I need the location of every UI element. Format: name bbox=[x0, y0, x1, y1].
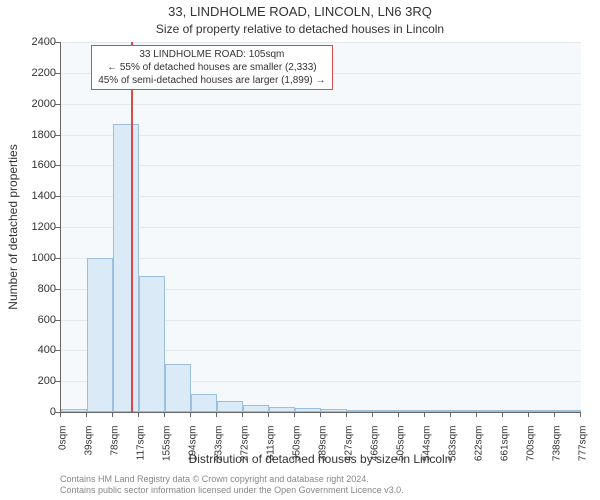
chart-subtitle: Size of property relative to detached ho… bbox=[0, 22, 600, 36]
grid-line bbox=[61, 42, 581, 43]
x-tick-label: 583sqm bbox=[448, 426, 459, 476]
y-tick-label: 2000 bbox=[8, 98, 56, 110]
histogram-bar bbox=[295, 408, 320, 412]
footer-attribution: Contains HM Land Registry data © Crown c… bbox=[60, 474, 580, 496]
x-tick-mark bbox=[502, 412, 503, 417]
x-axis-label: Distribution of detached houses by size … bbox=[60, 452, 580, 466]
y-tick-label: 1200 bbox=[8, 221, 56, 233]
footer-line-1: Contains HM Land Registry data © Crown c… bbox=[60, 474, 580, 485]
histogram-bar bbox=[165, 364, 190, 412]
x-tick-mark bbox=[320, 412, 321, 417]
grid-line bbox=[61, 196, 581, 197]
footer-line-2: Contains public sector information licen… bbox=[60, 485, 580, 496]
annotation-box: 33 LINDHOLME ROAD: 105sqm ← 55% of detac… bbox=[91, 45, 332, 90]
x-tick-label: 389sqm bbox=[318, 426, 329, 476]
y-tick-label: 600 bbox=[8, 314, 56, 326]
y-tick-label: 0 bbox=[8, 406, 56, 418]
x-tick-mark bbox=[86, 412, 87, 417]
x-tick-label: 39sqm bbox=[84, 426, 95, 476]
y-tick-label: 1000 bbox=[8, 252, 56, 264]
x-tick-mark bbox=[138, 412, 139, 417]
histogram-bar bbox=[321, 409, 346, 412]
x-tick-label: 311sqm bbox=[266, 426, 277, 476]
annotation-line-2: ← 55% of detached houses are smaller (2,… bbox=[98, 61, 325, 74]
grid-line bbox=[61, 165, 581, 166]
grid-line bbox=[61, 258, 581, 259]
x-tick-label: 661sqm bbox=[500, 426, 511, 476]
x-tick-mark bbox=[476, 412, 477, 417]
histogram-bar bbox=[191, 394, 216, 413]
x-tick-label: 505sqm bbox=[396, 426, 407, 476]
x-tick-label: 0sqm bbox=[58, 426, 69, 476]
chart-container: 33, LINDHOLME ROAD, LINCOLN, LN6 3RQ Siz… bbox=[0, 0, 600, 500]
histogram-bar bbox=[269, 407, 294, 412]
x-tick-label: 350sqm bbox=[292, 426, 303, 476]
histogram-bar bbox=[113, 124, 138, 412]
histogram-bar bbox=[243, 405, 268, 412]
histogram-bar bbox=[139, 276, 164, 412]
x-tick-mark bbox=[424, 412, 425, 417]
grid-line bbox=[61, 104, 581, 105]
y-tick-label: 1800 bbox=[8, 129, 56, 141]
chart-title: 33, LINDHOLME ROAD, LINCOLN, LN6 3RQ bbox=[0, 4, 600, 19]
x-tick-mark bbox=[190, 412, 191, 417]
annotation-line-3: 45% of semi-detached houses are larger (… bbox=[98, 74, 325, 87]
y-tick-label: 800 bbox=[8, 283, 56, 295]
x-tick-mark bbox=[346, 412, 347, 417]
histogram-bar bbox=[555, 410, 580, 412]
histogram-bar bbox=[87, 258, 112, 412]
x-tick-label: 78sqm bbox=[110, 426, 121, 476]
y-tick-label: 1600 bbox=[8, 159, 56, 171]
x-tick-label: 700sqm bbox=[526, 426, 537, 476]
histogram-bar bbox=[425, 410, 450, 412]
histogram-bar bbox=[373, 410, 398, 412]
y-tick-label: 400 bbox=[8, 344, 56, 356]
histogram-bar bbox=[503, 410, 528, 412]
x-tick-mark bbox=[398, 412, 399, 417]
histogram-bar bbox=[477, 410, 502, 412]
histogram-bar bbox=[61, 409, 86, 412]
x-tick-label: 194sqm bbox=[188, 426, 199, 476]
x-tick-mark bbox=[242, 412, 243, 417]
reference-line bbox=[131, 42, 133, 412]
histogram-bar bbox=[347, 410, 372, 412]
y-tick-label: 2200 bbox=[8, 67, 56, 79]
x-tick-mark bbox=[164, 412, 165, 417]
x-tick-label: 272sqm bbox=[240, 426, 251, 476]
x-tick-mark bbox=[268, 412, 269, 417]
x-tick-mark bbox=[216, 412, 217, 417]
grid-line bbox=[61, 135, 581, 136]
x-tick-mark bbox=[580, 412, 581, 417]
x-tick-mark bbox=[528, 412, 529, 417]
x-tick-label: 622sqm bbox=[474, 426, 485, 476]
x-tick-label: 117sqm bbox=[136, 426, 147, 476]
histogram-bar bbox=[451, 410, 476, 412]
x-tick-label: 155sqm bbox=[162, 426, 173, 476]
x-tick-mark bbox=[450, 412, 451, 417]
annotation-line-1: 33 LINDHOLME ROAD: 105sqm bbox=[98, 48, 325, 61]
x-tick-mark bbox=[372, 412, 373, 417]
y-tick-label: 1400 bbox=[8, 190, 56, 202]
x-tick-label: 777sqm bbox=[578, 426, 589, 476]
y-tick-label: 200 bbox=[8, 375, 56, 387]
histogram-bar bbox=[529, 410, 554, 412]
y-tick-label: 2400 bbox=[8, 36, 56, 48]
histogram-bar bbox=[217, 401, 242, 412]
x-tick-mark bbox=[60, 412, 61, 417]
x-tick-label: 544sqm bbox=[422, 426, 433, 476]
grid-line bbox=[61, 227, 581, 228]
x-tick-mark bbox=[112, 412, 113, 417]
x-tick-mark bbox=[294, 412, 295, 417]
x-tick-label: 738sqm bbox=[552, 426, 563, 476]
plot-area: 33 LINDHOLME ROAD: 105sqm ← 55% of detac… bbox=[60, 42, 581, 413]
x-tick-mark bbox=[554, 412, 555, 417]
histogram-bar bbox=[399, 410, 424, 412]
x-tick-label: 233sqm bbox=[214, 426, 225, 476]
x-tick-label: 466sqm bbox=[370, 426, 381, 476]
x-tick-label: 427sqm bbox=[344, 426, 355, 476]
